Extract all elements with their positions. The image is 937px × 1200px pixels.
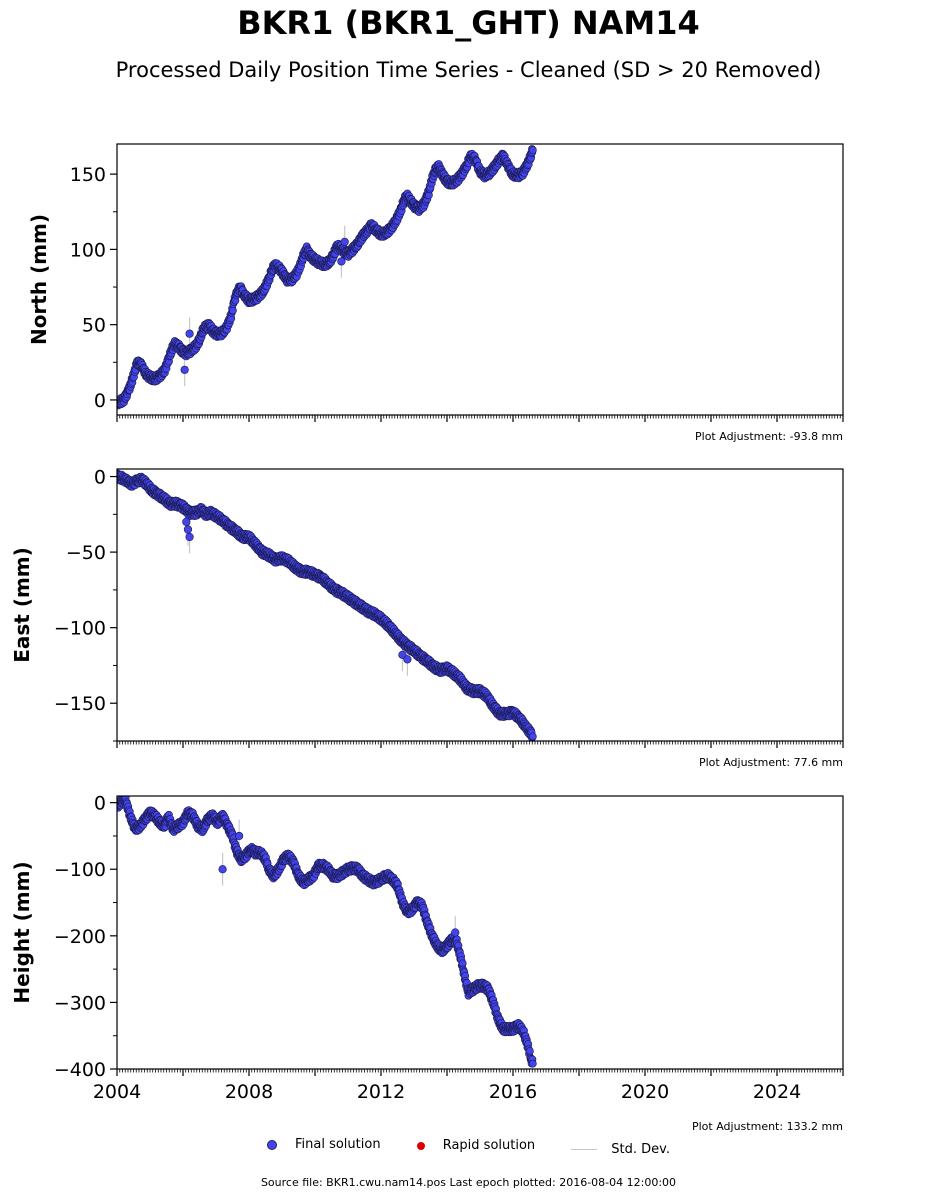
east-data (117, 469, 537, 741)
source-file-note: Source file: BKR1.cwu.nam14.pos Last epo… (260, 1176, 677, 1189)
x-tick-label: 2008 (225, 1081, 273, 1103)
y-tick-label: −400 (54, 1059, 106, 1081)
outlier-point (185, 532, 194, 542)
east-axes-frame (116, 468, 844, 742)
outlier-point (218, 865, 227, 874)
legend-stddev-label: Std. Dev. (611, 1141, 670, 1157)
east-panel: 0 −50 −100 −150 East (mm) Plot Adjustment: 77… (10, 467, 844, 769)
y-tick-label: 50 (82, 315, 106, 337)
x-tick-label: 2012 (357, 1081, 405, 1103)
legend-final: Final solution (266, 1137, 381, 1152)
outlier-point (235, 831, 244, 841)
east-axis-label: East (mm) (10, 547, 34, 663)
north-axes-frame (116, 143, 844, 416)
data-point (528, 732, 537, 741)
std-dev-line-icon (571, 1148, 598, 1150)
data-point (229, 306, 237, 315)
final-solution-marker-icon (266, 1139, 277, 1150)
legend-stddev: Std. Dev. (571, 1142, 670, 1157)
outlier-point (183, 525, 193, 534)
chart-title: BKR1 (BKR1_GHT) NAM14 (237, 4, 700, 42)
north-panel: 0 50 100 150 North (mm) Plot Adjustment: -93.… (27, 143, 844, 443)
y-tick-label: −100 (54, 618, 106, 640)
data-point (528, 1059, 537, 1068)
outlier-point (182, 517, 191, 526)
height-data (117, 796, 537, 1068)
rapid-solution-marker-icon (416, 1141, 425, 1150)
y-tick-label: −100 (54, 859, 106, 881)
y-tick-label: −200 (54, 926, 106, 948)
east-plot-adjustment: Plot Adjustment: 77.6 mm (699, 756, 843, 769)
y-tick-label: 0 (94, 467, 106, 489)
y-tick-label: −150 (54, 693, 106, 715)
y-tick-label: −50 (66, 542, 106, 564)
time-series-plots: 0 50 100 150 North (mm) Plot Adjustment: -93.… (10, 143, 844, 1133)
outlier-point (180, 365, 189, 374)
legend-final-label: Final solution (294, 1137, 381, 1152)
x-tick-label: 2016 (489, 1081, 537, 1103)
x-tick-label: 2004 (93, 1081, 141, 1103)
y-tick-label: 0 (94, 390, 106, 412)
chart-subtitle: Processed Daily Position Time Series - C… (115, 58, 822, 82)
data-point (528, 146, 537, 154)
data-point (526, 1047, 534, 1056)
height-axes-frame (116, 795, 844, 1070)
outlier-point (403, 655, 412, 664)
outlier-point (451, 928, 460, 937)
height-plot-adjustment: Plot Adjustment: 133.2 mm (692, 1120, 843, 1133)
y-tick-label: −300 (54, 992, 106, 1014)
north-axis-label: North (mm) (27, 214, 51, 345)
north-data (117, 145, 537, 410)
legend: Final solution Rapid solution Std. Dev. (0, 1137, 937, 1157)
legend-rapid: Rapid solution (416, 1138, 536, 1153)
outlier-point (185, 329, 194, 338)
outlier-point (340, 237, 349, 246)
y-tick-label: 100 (70, 239, 106, 261)
north-plot-adjustment: Plot Adjustment: -93.8 mm (695, 430, 843, 443)
outlier-point (337, 257, 346, 266)
legend-rapid-label: Rapid solution (442, 1138, 536, 1153)
x-tick-label: 2020 (621, 1081, 669, 1103)
x-tick-label: 2024 (753, 1081, 801, 1103)
y-tick-label: 0 (94, 793, 106, 815)
y-tick-label: 150 (70, 164, 106, 186)
height-axis-label: Height (mm) (10, 861, 34, 1003)
